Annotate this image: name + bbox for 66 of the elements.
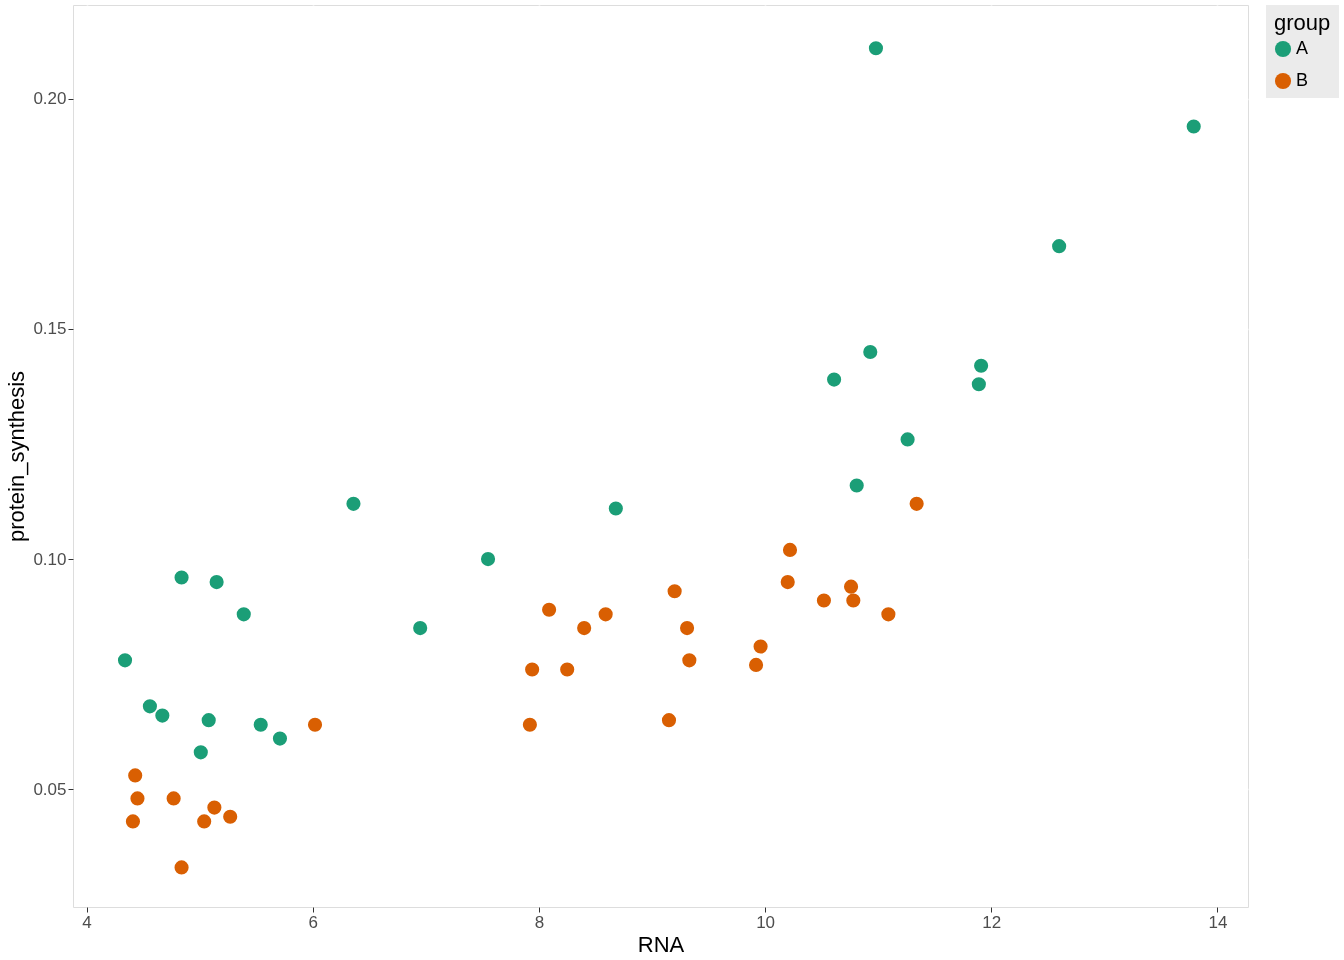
point [909, 496, 924, 511]
point [174, 860, 189, 875]
point [682, 653, 697, 668]
legend-label: A [1296, 38, 1309, 58]
point [1052, 239, 1067, 254]
point [560, 662, 575, 677]
point [307, 717, 323, 732]
point [753, 639, 768, 654]
point [782, 542, 798, 557]
point [155, 708, 170, 723]
point [193, 745, 208, 760]
point [1186, 119, 1201, 134]
x-tick-label: 12 [982, 912, 1002, 932]
point [207, 800, 222, 815]
y-axis-title: protein_synthesis [4, 370, 30, 543]
point [413, 621, 428, 636]
point [780, 575, 795, 590]
point [117, 653, 133, 668]
y-tick-label: 0.15 [33, 319, 67, 339]
point [748, 657, 764, 672]
point [174, 570, 189, 585]
point [680, 621, 695, 636]
point [816, 593, 831, 608]
point [608, 501, 623, 516]
y-tick-label: 0.05 [33, 779, 67, 799]
point [522, 717, 537, 732]
point [542, 602, 557, 617]
point [128, 768, 143, 783]
point [868, 41, 884, 56]
point [525, 662, 540, 677]
point [667, 584, 682, 599]
point [974, 358, 989, 373]
point [125, 814, 141, 829]
point [346, 496, 361, 511]
point [577, 621, 592, 636]
point [197, 814, 212, 829]
point [843, 579, 859, 594]
x-tick-label: 8 [534, 912, 545, 932]
x-axis-title: RNA [637, 931, 685, 957]
point [881, 607, 896, 622]
y-tick-label: 0.10 [33, 549, 67, 569]
point [827, 372, 842, 387]
point [900, 432, 915, 447]
point [863, 344, 878, 360]
point [971, 377, 986, 392]
x-tick-label: 6 [308, 912, 318, 932]
point [661, 713, 677, 728]
point [130, 791, 145, 806]
point [223, 809, 238, 824]
x-tick-label: 4 [82, 912, 92, 932]
point [846, 593, 861, 608]
x-tick-label: 10 [756, 912, 776, 932]
point [142, 699, 157, 714]
point [253, 717, 268, 732]
legend-title: group [1274, 10, 1331, 35]
x-tick-label: 14 [1208, 912, 1228, 932]
point [272, 731, 288, 746]
point [849, 478, 864, 493]
point [236, 607, 251, 622]
point [480, 552, 496, 567]
point [201, 713, 216, 728]
point [598, 607, 613, 622]
point [209, 575, 224, 590]
point [166, 791, 181, 806]
y-tick-label: 0.20 [33, 89, 67, 109]
legend-label: B [1296, 70, 1309, 90]
